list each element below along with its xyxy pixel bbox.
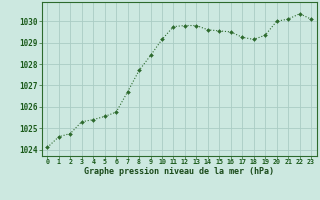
X-axis label: Graphe pression niveau de la mer (hPa): Graphe pression niveau de la mer (hPa) (84, 167, 274, 176)
